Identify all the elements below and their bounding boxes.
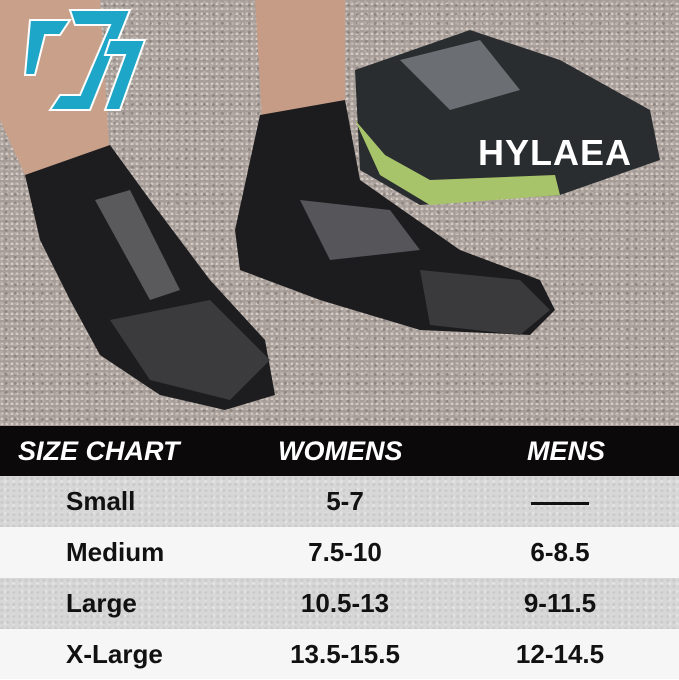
- mens-size-unavailable: [470, 476, 650, 527]
- size-chart-header: SIZE CHART WOMENS MENS: [0, 426, 679, 476]
- womens-size: 7.5-10: [308, 537, 382, 567]
- table-row: Small 5-7: [0, 476, 679, 527]
- right-leg: [255, 0, 345, 120]
- header-womens: WOMENS: [278, 436, 403, 466]
- mens-size: 6-8.5: [530, 537, 590, 567]
- sneaker-sole: [355, 120, 560, 205]
- left-sock-toe: [110, 300, 270, 400]
- womens-size: 10.5-13: [300, 588, 390, 618]
- right-sock-toe: [420, 270, 550, 335]
- womens-size: 5-7: [326, 486, 364, 516]
- size-label: X-Large: [66, 639, 163, 669]
- size-label: Medium: [66, 537, 165, 567]
- product-photo: HYLAEA: [0, 0, 679, 426]
- size-label: Large: [66, 588, 137, 618]
- mens-size: 9-11.5: [523, 588, 597, 618]
- socks-and-shoe-illustration: [0, 0, 660, 410]
- size-label: Small: [66, 486, 136, 516]
- sneaker-laces: [400, 40, 520, 110]
- table-row: X-Large 13.5-15.5 12-14.5: [0, 629, 679, 679]
- brand-name: HYLAEA: [478, 132, 633, 173]
- dash-icon: [531, 501, 589, 505]
- left-sock-pattern: [95, 190, 180, 300]
- right-sock-pattern: [300, 200, 420, 260]
- womens-size: 13.5-15.5: [290, 639, 400, 669]
- table-row: Medium 7.5-10 6-8.5: [0, 527, 679, 578]
- table-row: Large 10.5-13 9-11.5: [0, 578, 679, 629]
- header-mens: MENS: [527, 436, 606, 466]
- mens-size: 12-14.5: [515, 639, 605, 669]
- hylaea-logo-icon: [23, 9, 147, 111]
- header-size-chart: SIZE CHART: [18, 436, 180, 466]
